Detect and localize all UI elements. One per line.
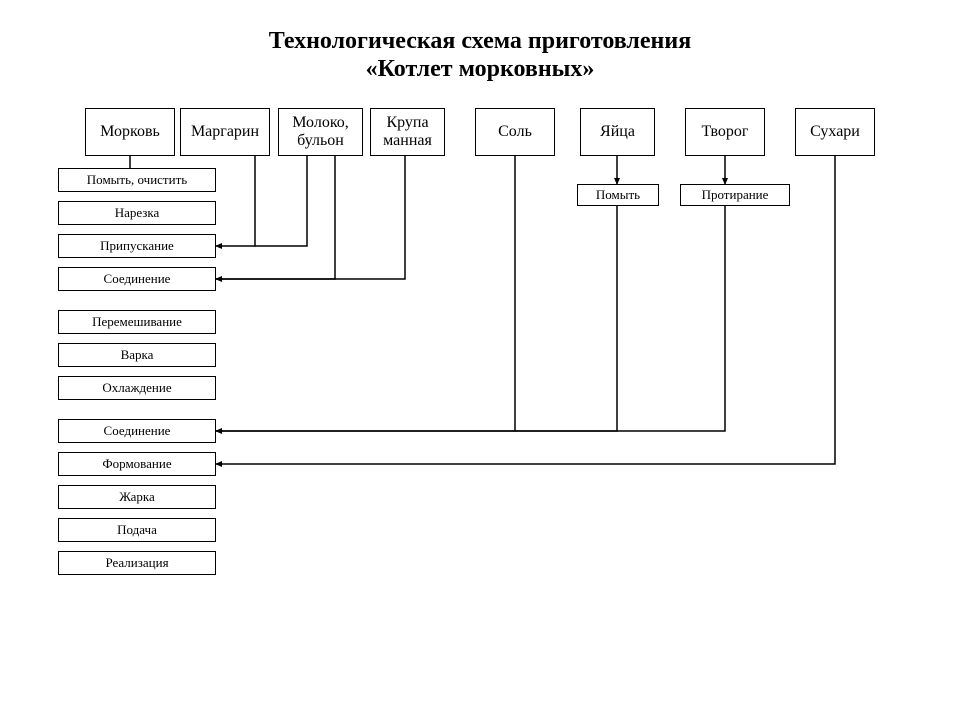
step-fry-label: Жарка — [119, 490, 154, 504]
step-serve: Подача — [58, 518, 216, 542]
step-mix: Перемешивание — [58, 310, 216, 334]
ingredient-salt-label: Соль — [498, 123, 532, 141]
step-join2-label: Соединение — [104, 424, 171, 438]
ingredient-milk-label: Молоко, бульон — [283, 114, 358, 149]
substep-rub-label: Протирание — [702, 188, 769, 202]
substep-rub: Протирание — [680, 184, 790, 206]
edge-milk-join1 — [216, 156, 335, 279]
ingredient-crackers-label: Сухари — [810, 123, 860, 141]
edge-rub-join2 — [216, 206, 725, 431]
step-braise-label: Припускание — [100, 239, 174, 253]
step-wash: Помыть, очистить — [58, 168, 216, 192]
step-cool-label: Охлаждение — [102, 381, 171, 395]
ingredient-crackers: Сухари — [795, 108, 875, 156]
step-form-label: Формование — [102, 457, 171, 471]
ingredient-salt: Соль — [475, 108, 555, 156]
ingredient-margarine-label: Маргарин — [191, 123, 259, 141]
edge-wash2-join2 — [515, 206, 617, 431]
edge-semolina-join1 — [216, 156, 405, 279]
ingredient-semolina: Крупа манная — [370, 108, 445, 156]
step-join1-label: Соединение — [104, 272, 171, 286]
step-braise: Припускание — [58, 234, 216, 258]
step-cut-label: Нарезка — [115, 206, 160, 220]
step-join2: Соединение — [58, 419, 216, 443]
step-serve-label: Подача — [117, 523, 157, 537]
ingredient-margarine: Маргарин — [180, 108, 270, 156]
step-cool: Охлаждение — [58, 376, 216, 400]
ingredient-carrot-label: Морковь — [100, 123, 160, 141]
ingredient-tvorog-label: Творог — [702, 123, 749, 141]
step-cut: Нарезка — [58, 201, 216, 225]
step-mix-label: Перемешивание — [92, 315, 182, 329]
ingredient-milk: Молоко, бульон — [278, 108, 363, 156]
substep-wash2-label: Помыть — [596, 188, 640, 202]
step-boil: Варка — [58, 343, 216, 367]
step-sell: Реализация — [58, 551, 216, 575]
step-wash-label: Помыть, очистить — [87, 173, 187, 187]
step-form: Формование — [58, 452, 216, 476]
ingredient-eggs-label: Яйца — [600, 123, 635, 141]
ingredient-tvorog: Творог — [685, 108, 765, 156]
ingredient-eggs: Яйца — [580, 108, 655, 156]
ingredient-semolina-label: Крупа манная — [375, 114, 440, 149]
step-fry: Жарка — [58, 485, 216, 509]
edge-milk-braise — [255, 156, 307, 246]
step-join1: Соединение — [58, 267, 216, 291]
substep-wash2: Помыть — [577, 184, 659, 206]
step-boil-label: Варка — [121, 348, 154, 362]
step-sell-label: Реализация — [105, 556, 168, 570]
edge-salt-join2 — [216, 156, 515, 431]
ingredient-carrot: Морковь — [85, 108, 175, 156]
edge-margarine-braise — [216, 156, 255, 246]
